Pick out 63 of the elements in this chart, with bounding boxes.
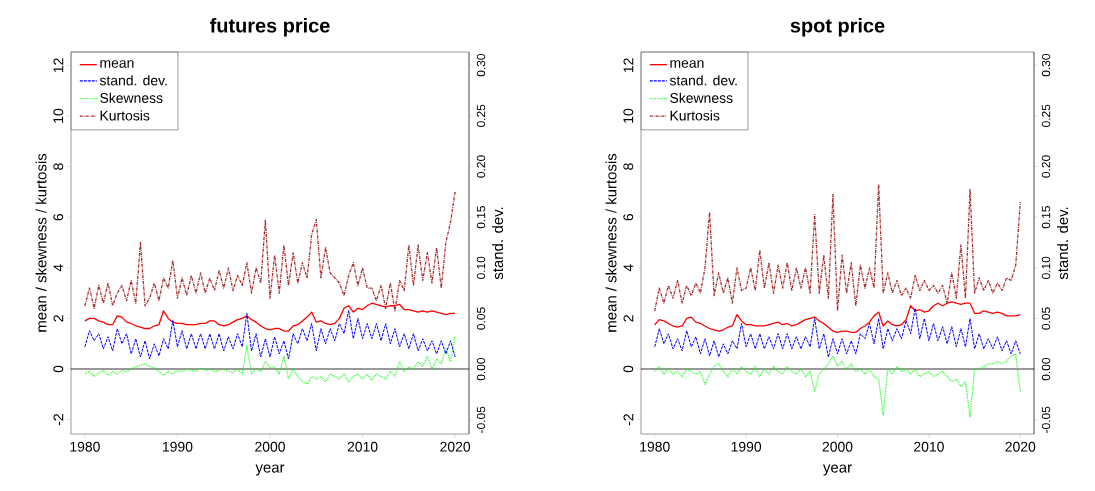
legend-label: Skewness [100, 92, 163, 103]
y-tick-label: 6 [623, 213, 634, 221]
y-tick-label: 0 [623, 365, 634, 373]
y-tick-label: 10 [53, 108, 64, 123]
legend-label: Skewness [670, 92, 733, 103]
y2-tick-label: 0.20 [1041, 155, 1051, 178]
x-tick-label: 1990 [162, 441, 193, 452]
chart-title: spot price [790, 17, 885, 37]
y-tick-label: 10 [623, 108, 634, 123]
y-tick-label: -2 [623, 414, 634, 426]
y2-tick-label: 0.15 [1041, 206, 1051, 229]
y2-tick-label: 0.00 [476, 357, 486, 381]
line-series [654, 307, 1021, 358]
y2-tick-label: 0.05 [476, 307, 486, 330]
y2-axis-title: stand. dev. [1057, 207, 1069, 280]
x-tick-label: 2010 [347, 441, 378, 452]
y2-tick-label: 0.30 [476, 54, 486, 77]
chart-title: futures price [210, 17, 330, 37]
x-tick-label: 1980 [640, 441, 670, 452]
x-tick-label: 2010 [914, 441, 944, 452]
y-tick-label: 4 [623, 264, 634, 272]
legend-label: mean [100, 60, 134, 68]
x-tick-label: 2020 [440, 441, 471, 452]
x-tick-label: 1990 [731, 441, 762, 452]
y-tick-label: 2 [623, 315, 634, 322]
y-tick-label: 4 [53, 264, 64, 272]
y-axis-title: mean / skewness / kurtosis [605, 153, 617, 332]
y-tick-label: 8 [53, 163, 64, 170]
y-tick-label: 2 [53, 315, 64, 322]
x-axis-title: year [255, 464, 285, 476]
legend-label: stand. dev. [99, 75, 167, 86]
line-series [654, 183, 1021, 312]
x-tick-label: 2000 [822, 441, 853, 452]
y-tick-label: -2 [53, 414, 64, 426]
y2-tick-label: 0.10 [476, 256, 486, 279]
line-series [84, 191, 456, 312]
y-tick-label: 6 [53, 213, 64, 221]
y2-tick-label: 0.05 [1041, 307, 1051, 330]
y2-tick-label: 0.15 [476, 206, 486, 229]
y2-tick-label: 0.30 [1041, 54, 1051, 77]
y2-tick-label: 0.25 [1041, 104, 1051, 127]
y2-tick-label: -0.05 [476, 406, 486, 433]
legend-label: mean [670, 60, 704, 68]
y-tick-label: 8 [623, 163, 634, 170]
y-tick-label: 0 [53, 365, 64, 373]
y2-tick-label: 0.20 [476, 155, 486, 178]
line-series [84, 335, 456, 385]
x-axis-title: year [823, 464, 852, 476]
legend-label: stand. dev. [669, 75, 737, 86]
y-tick-label: 12 [53, 58, 64, 73]
y2-axis-title: stand. dev. [492, 207, 504, 280]
y2-tick-label: 0.10 [1041, 256, 1051, 279]
y2-tick-label: 0.00 [1041, 357, 1051, 381]
line-series [84, 309, 456, 360]
y-axis-title: mean / skewness / kurtosis [35, 153, 47, 332]
y2-tick-label: -0.05 [1041, 406, 1051, 433]
legend-label: Kurtosis [100, 110, 150, 121]
y-tick-label: 12 [623, 58, 634, 73]
x-tick-label: 2020 [1005, 441, 1036, 452]
y2-tick-label: 0.25 [476, 104, 486, 127]
legend-label: Kurtosis [670, 110, 720, 121]
x-tick-label: 1980 [70, 441, 100, 452]
x-tick-label: 2000 [255, 441, 285, 452]
